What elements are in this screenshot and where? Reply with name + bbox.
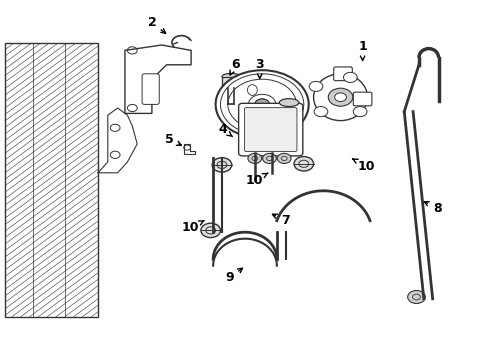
Circle shape [277,153,291,163]
Circle shape [263,153,276,163]
Text: 10: 10 [245,173,268,187]
Text: 1: 1 [358,40,367,60]
Text: 4: 4 [219,123,232,136]
Circle shape [248,153,262,163]
Text: 10: 10 [181,221,204,234]
Circle shape [294,157,314,171]
Ellipse shape [222,73,241,80]
Circle shape [335,93,346,102]
FancyBboxPatch shape [142,74,159,104]
Text: 2: 2 [147,16,166,33]
FancyBboxPatch shape [239,103,303,156]
Circle shape [201,223,220,238]
FancyBboxPatch shape [353,92,372,106]
Circle shape [255,99,270,110]
Text: 6: 6 [230,58,240,75]
Ellipse shape [279,99,299,107]
Text: 3: 3 [255,58,264,78]
Circle shape [343,72,357,82]
Circle shape [328,88,353,106]
Text: 8: 8 [424,202,441,215]
Circle shape [216,70,309,139]
Text: 7: 7 [272,214,290,227]
Text: 10: 10 [352,159,375,173]
Circle shape [408,291,425,303]
Circle shape [353,107,367,117]
FancyBboxPatch shape [245,108,297,152]
Text: 5: 5 [165,133,181,146]
Bar [222,77,241,88]
Circle shape [212,158,232,172]
Circle shape [309,81,323,91]
Bar [5,43,98,317]
Ellipse shape [222,85,241,91]
FancyBboxPatch shape [334,67,352,81]
Ellipse shape [314,74,368,121]
Circle shape [314,107,328,117]
Text: 9: 9 [225,268,243,284]
